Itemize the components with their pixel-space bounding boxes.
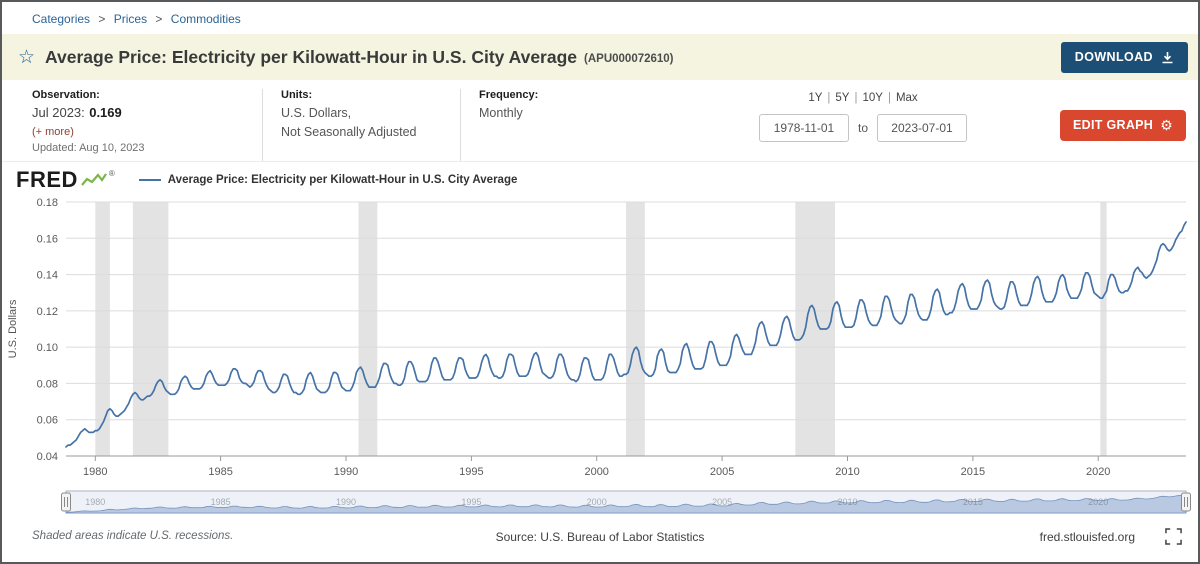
preset-separator: | [827, 92, 831, 104]
range-preset-max[interactable]: Max [895, 92, 918, 104]
navigator-left-handle[interactable] [61, 492, 71, 512]
x-tick-label: 1985 [208, 466, 232, 478]
y-tick-label: 0.18 [37, 197, 58, 209]
frequency-panel: Frequency: Monthly [460, 89, 698, 161]
x-tick-label: 1990 [334, 466, 358, 478]
chart-area: FRED ® Average Price: Electricity per Ki… [2, 162, 1198, 562]
fred-logo[interactable]: FRED ® [16, 167, 115, 193]
recession-band [132, 202, 169, 456]
x-tick-label: 2005 [710, 466, 734, 478]
legend-line-sample [138, 179, 161, 181]
frequency-label: Frequency: [479, 89, 539, 101]
title-bar: ☆ Average Price: Electricity per Kilowat… [2, 34, 1198, 80]
edit-graph-area: EDIT GRAPH ⚙ [1028, 89, 1198, 161]
recession-note: Shaded areas indicate U.S. recessions. [32, 530, 234, 542]
navigator-year-label: 2015 [963, 497, 983, 507]
start-date-input[interactable] [758, 114, 849, 142]
fred-logo-text: FRED [16, 167, 78, 192]
range-preset-1y[interactable]: 1Y [808, 92, 823, 104]
recession-band [358, 202, 378, 456]
download-icon [1162, 51, 1173, 63]
price-chart[interactable]: 0.04 0.06 0.08 0.10 0.12 0.14 0.16 0.18 1980 1985… [2, 194, 1198, 486]
registered-trademark: ® [108, 169, 115, 178]
chart-header: FRED ® Average Price: Electricity per Ki… [2, 166, 1198, 194]
edit-graph-button[interactable]: EDIT GRAPH ⚙ [1060, 109, 1186, 141]
recession-band [626, 202, 645, 456]
y-tick-label: 0.06 [37, 415, 58, 427]
navigator-year-label: 1990 [336, 497, 356, 507]
fullscreen-icon[interactable] [1165, 528, 1182, 545]
range-navigator[interactable]: 1980 1985 1990 1995 2000 2005 2010 2015 2020 [2, 488, 1198, 516]
x-tick-label: 2000 [584, 466, 608, 478]
breadcrumb-separator: > [98, 12, 106, 26]
date-range-controls: 1Y | 5Y | 10Y | Max to [698, 89, 1028, 161]
navigator-year-label: 2000 [587, 497, 607, 507]
navigator-year-label: 1985 [211, 497, 231, 507]
navigator-right-handle[interactable] [1181, 492, 1191, 512]
recession-band [1100, 202, 1107, 456]
range-preset-10y[interactable]: 10Y [862, 92, 883, 104]
navigator-year-label: 2005 [712, 497, 732, 507]
x-tick-label: 2010 [835, 466, 859, 478]
download-button[interactable]: DOWNLOAD [1060, 41, 1188, 73]
more-observations-link[interactable]: (+ more) [32, 126, 74, 138]
observation-value: 0.169 [89, 105, 122, 120]
observation-label: Observation: [32, 89, 100, 101]
observation-panel: Observation: Jul 2023: 0.169 (+ more) Up… [2, 89, 262, 161]
y-tick-label: 0.08 [37, 378, 58, 390]
navigator-year-label: 1995 [461, 497, 481, 507]
gear-icon: ⚙ [1160, 117, 1173, 133]
date-range-to-label: to [857, 121, 868, 135]
y-axis-title: U.S. Dollars [7, 299, 19, 358]
x-tick-label: 2020 [1086, 466, 1110, 478]
y-tick-label: 0.14 [37, 270, 58, 282]
range-presets: 1Y | 5Y | 10Y | Max [806, 92, 919, 104]
x-tick-label: 1995 [459, 466, 483, 478]
source-note: Source: U.S. Bureau of Labor Statistics [495, 530, 705, 544]
y-tick-label: 0.12 [37, 306, 58, 318]
recession-band [95, 202, 110, 456]
navigator-year-label: 1980 [85, 497, 105, 507]
y-tick-label: 0.04 [37, 451, 58, 463]
price-line [65, 221, 1187, 448]
breadcrumb-link-prices[interactable]: Prices [113, 12, 148, 26]
navigator-year-label: 2020 [1088, 497, 1108, 507]
breadcrumb: Categories > Prices > Commodities [2, 2, 1198, 34]
breadcrumb-link-categories[interactable]: Categories [32, 12, 91, 26]
breadcrumb-separator: > [155, 12, 163, 26]
preset-separator: | [854, 92, 858, 104]
legend-label: Average Price: Electricity per Kilowatt-… [167, 174, 518, 186]
series-id: (APU000072610) [584, 53, 674, 65]
range-preset-5y[interactable]: 5Y [835, 92, 850, 104]
units-label: Units: [281, 89, 313, 101]
recession-band [795, 202, 835, 456]
observation-date: Jul 2023: [32, 105, 85, 120]
units-value-line1: U.S. Dollars, [281, 106, 352, 120]
preset-separator: | [887, 92, 891, 104]
x-tick-label: 1980 [83, 466, 107, 478]
chart-legend: Average Price: Electricity per Kilowatt-… [138, 174, 518, 186]
site-link[interactable]: fred.stlouisfed.org [1039, 529, 1135, 544]
page-title: Average Price: Electricity per Kilowatt-… [45, 46, 578, 67]
navigator-year-label: 2010 [837, 497, 857, 507]
breadcrumb-link-commodities[interactable]: Commodities [170, 12, 241, 26]
info-bar: Observation: Jul 2023: 0.169 (+ more) Up… [2, 80, 1198, 162]
chart-footer: Shaded areas indicate U.S. recessions. S… [2, 516, 1198, 562]
end-date-input[interactable] [877, 114, 967, 142]
fred-logo-sparkline-icon [81, 173, 107, 186]
y-tick-label: 0.10 [37, 342, 58, 354]
edit-graph-button-label: EDIT GRAPH [1073, 118, 1154, 132]
download-button-label: DOWNLOAD [1074, 50, 1153, 64]
y-tick-label: 0.16 [37, 233, 58, 245]
units-value-line2: Not Seasonally Adjusted [281, 124, 417, 139]
updated-date: Updated: Aug 10, 2023 [32, 142, 145, 154]
units-panel: Units: U.S. Dollars, Not Seasonally Adju… [262, 89, 460, 161]
navigator-area [65, 494, 1187, 514]
frequency-value: Monthly [479, 106, 523, 120]
x-tick-label: 2015 [961, 466, 985, 478]
favorite-star-icon[interactable]: ☆ [18, 46, 36, 68]
